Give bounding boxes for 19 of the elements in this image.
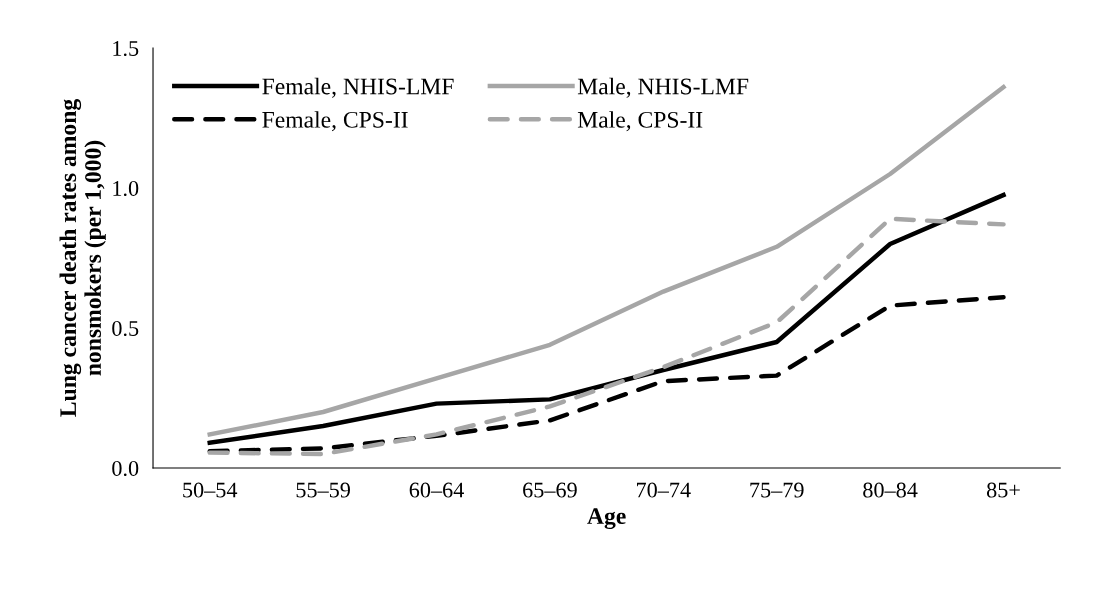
x-tick-label: 55–59 bbox=[296, 482, 350, 498]
x-tick-label: 75–79 bbox=[750, 482, 804, 498]
x-tick-label: 60–64 bbox=[409, 482, 464, 498]
y-tick-label: 0.0 bbox=[112, 460, 139, 477]
y-tick-label: 1.5 bbox=[113, 41, 139, 57]
x-axis-title: Age bbox=[587, 508, 626, 530]
legend-label: Female, NHIS-LMF bbox=[262, 77, 454, 98]
line-series bbox=[207, 294, 1006, 454]
y-tick-label: 1.0 bbox=[113, 180, 139, 197]
legend-label: Male, NHIS-LMF bbox=[577, 77, 749, 98]
legend-label: Female, CPS-II bbox=[262, 111, 408, 132]
x-tick-label: 80–84 bbox=[863, 482, 918, 498]
x-tick-label: 65–69 bbox=[523, 482, 577, 498]
y-axis-title: Lung cancer death rates among nonsmokers (per 1,000) bbox=[59, 99, 106, 417]
x-tick-label: 85+ bbox=[986, 482, 1020, 498]
x-tick-label: 50–54 bbox=[183, 482, 238, 498]
x-tick-label: 70–74 bbox=[637, 482, 691, 498]
y-tick-label: 0.5 bbox=[112, 320, 139, 337]
legend-label: Male, CPS-II bbox=[577, 111, 703, 132]
